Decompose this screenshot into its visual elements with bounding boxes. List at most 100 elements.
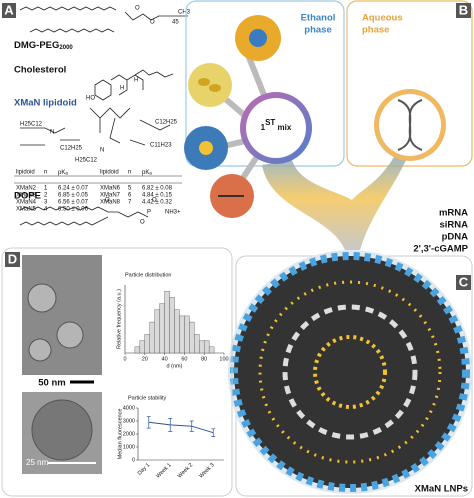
x-tick-label: 40 xyxy=(162,356,168,362)
bar xyxy=(203,340,210,354)
phase-label: Aqueous xyxy=(362,13,403,24)
atom: H25C12 xyxy=(75,158,98,164)
table-header: pKa xyxy=(142,170,152,176)
mix-label: 1ST mix xyxy=(261,118,292,132)
atom: CH3 xyxy=(178,10,191,16)
bar xyxy=(139,340,146,354)
panel-d-box xyxy=(1,247,233,497)
error-bar xyxy=(168,418,173,432)
atom: O xyxy=(135,6,140,12)
bar xyxy=(169,297,175,354)
atom: H xyxy=(120,86,124,92)
y-tick-label: 0 xyxy=(132,457,135,463)
particle xyxy=(31,399,93,461)
table-cell: 2 xyxy=(44,193,48,199)
y-tick-label: 2000 xyxy=(123,431,135,437)
cargo: 2',3'-cGAMP xyxy=(413,244,468,255)
mixing-stem xyxy=(262,145,410,250)
phase-label: Ethanol xyxy=(301,13,336,24)
atom: C12H25 xyxy=(155,120,178,126)
x-tick-label: 20 xyxy=(142,356,148,362)
table-cell: 1 xyxy=(44,186,48,192)
y-tick-label: 3000 xyxy=(123,418,135,424)
x-tick-label: 0 xyxy=(123,356,126,362)
particle xyxy=(28,338,52,362)
x-tick-label: Week 1 xyxy=(155,462,172,479)
cargo: siRNA xyxy=(439,220,468,231)
panel-label-bg xyxy=(5,252,20,267)
table-cell: 4.42 ± 0.32 xyxy=(142,200,173,206)
table-header: n xyxy=(44,170,47,176)
table-cell: XMaN4 xyxy=(16,200,37,206)
x-axis-label: d (nm) xyxy=(167,363,183,369)
text: DMG-PEG xyxy=(14,40,59,51)
x-tick-label: Day 1 xyxy=(137,462,151,476)
aqueous-region xyxy=(346,0,473,167)
table-cell: XMaN7 xyxy=(100,193,121,199)
panel-label: B xyxy=(459,2,468,17)
bar xyxy=(144,334,150,354)
table-cell: 7 xyxy=(128,200,132,206)
subscript: a xyxy=(65,171,68,176)
atom: O xyxy=(152,198,157,204)
x-tick-label: 100 xyxy=(219,356,228,362)
table-header: lipidoid xyxy=(100,170,119,176)
bar xyxy=(154,309,160,354)
subscript: 2000 xyxy=(59,45,73,51)
table-cell: XMaN5 xyxy=(16,207,37,213)
error-bar xyxy=(189,420,194,432)
atom: P xyxy=(147,210,151,216)
table-cell: 6.50 ± 0.06 xyxy=(58,207,89,213)
atom: O xyxy=(150,20,155,26)
table-header: lipidoid xyxy=(16,170,35,176)
table-cell: 6.85 ± 0.05 xyxy=(58,193,89,199)
subscript: a xyxy=(149,171,152,176)
table-cell: 6.82 ± 0.08 xyxy=(142,186,173,192)
atom: C11H23 xyxy=(150,143,172,149)
atom: H xyxy=(134,78,138,84)
phase-label: phase xyxy=(304,25,331,36)
table-cell: 6 xyxy=(128,193,132,199)
text: 1 xyxy=(261,123,266,132)
lnp-layer xyxy=(258,280,442,464)
atom: H25C12 xyxy=(20,122,43,128)
table-cell: 4.84 ± 0.15 xyxy=(142,193,173,199)
lnp-core xyxy=(313,335,387,409)
molecule-name: XMaN lipidoid xyxy=(14,98,77,109)
cargo: pDNA xyxy=(442,232,469,243)
particle xyxy=(56,321,84,349)
peg-icon xyxy=(249,29,267,47)
phase-label: phase xyxy=(362,25,389,36)
atom: C12H25 xyxy=(60,146,83,152)
table-cell: 6.56 ± 0.07 xyxy=(58,200,89,206)
table-cell: 3 xyxy=(44,200,48,206)
icon xyxy=(209,84,221,92)
chart-title: Particle stability xyxy=(128,395,166,401)
bar xyxy=(194,334,200,354)
panel-label: C xyxy=(459,274,469,289)
table-cell: XMaN8 xyxy=(100,200,121,206)
scale-label: 50 nm xyxy=(38,378,65,389)
dna-icon xyxy=(397,99,423,151)
panel-label-bg xyxy=(456,275,471,290)
icon xyxy=(199,141,213,155)
x-tick-label: 60 xyxy=(181,356,187,362)
superscript: ST xyxy=(265,118,275,127)
particle xyxy=(27,283,57,313)
chart-title: Particle distribution xyxy=(125,272,171,278)
cargo: mRNA xyxy=(439,208,468,219)
bar xyxy=(189,321,195,354)
lnp-layer xyxy=(282,304,418,440)
structures xyxy=(19,6,188,226)
panel-label-bg xyxy=(2,3,16,18)
y-axis-label: Median fluorescence xyxy=(117,409,123,460)
atom: 45 xyxy=(172,20,179,26)
molecule-name: Cholesterol xyxy=(14,65,66,76)
table-cell: 6.24 ± 0.07 xyxy=(58,186,89,192)
caption: XMaN LNPs xyxy=(415,484,468,495)
bar xyxy=(199,340,205,354)
bar xyxy=(208,346,215,354)
x-tick-label: 80 xyxy=(201,356,207,362)
bar xyxy=(149,321,155,354)
panel-label: A xyxy=(4,2,14,17)
